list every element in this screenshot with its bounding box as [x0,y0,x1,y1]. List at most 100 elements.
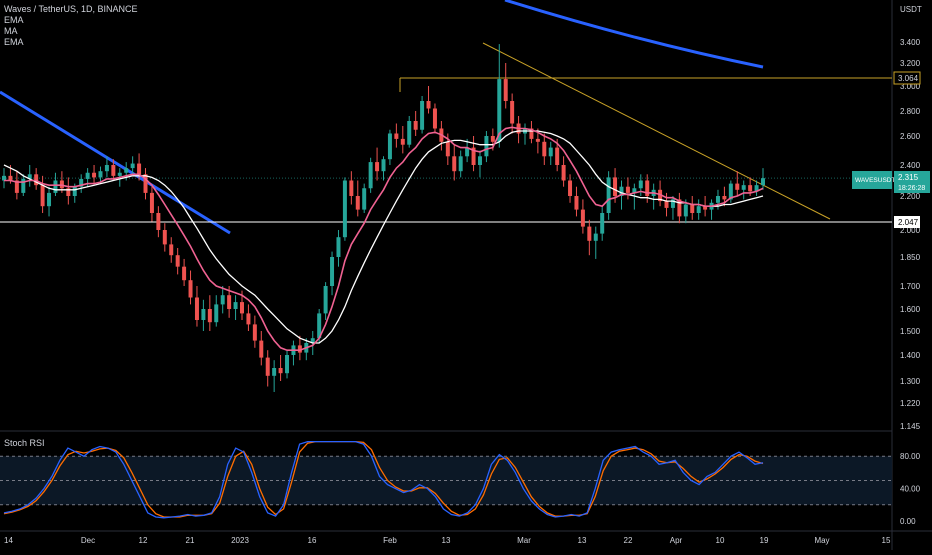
candle-body [658,189,663,202]
candle-body [342,180,347,238]
price-tick-label: 1.600 [900,305,921,314]
time-tick-label: May [814,536,829,545]
candle-body [259,340,264,358]
price-tick-label: 1.145 [900,422,921,431]
candle-body [748,185,753,192]
candle-body [574,196,579,210]
candle-body [452,156,457,172]
candle-body [323,286,328,314]
candle-body [2,175,6,181]
indicator-ma[interactable]: MA [4,26,18,36]
price-tick-label: 2.800 [900,107,921,116]
candle-body [47,192,52,207]
price-tick-label: 1.300 [900,377,921,386]
stoch-rsi-title[interactable]: Stoch RSI [4,438,45,448]
candle-body [587,226,592,241]
support-price-tag [894,216,920,229]
time-tick-label: Mar [517,536,531,545]
candle-body [104,165,109,172]
candle-body [169,244,174,256]
ema-line [4,126,764,352]
chart-legend: Waves / TetherUS, 1D, BINANCE EMA MA EMA [4,4,138,48]
resistance-price-label: 3.064 [898,74,919,83]
candle-body [182,266,187,281]
candle-body [580,209,585,227]
candle-body [497,79,502,142]
time-tick-label: 10 [716,536,725,545]
symbol-tag-price: 2.315 [898,173,919,182]
candle-body [297,345,302,353]
time-tick-label: 19 [760,536,769,545]
price-tick-label: 2.200 [900,192,921,201]
price-tick-label: 1.700 [900,282,921,291]
time-tick-label: Apr [670,536,683,545]
time-tick-label: Feb [383,536,397,545]
candle-body [14,180,19,193]
time-tick-label: 14 [4,536,13,545]
candle-body [368,162,373,189]
symbol-title: Waves / TetherUS, 1D, BINANCE [4,4,138,14]
rsi-tick-label: 0.00 [900,517,916,526]
candle-body [555,147,560,165]
candle-body [741,185,746,190]
candle-body [381,159,386,172]
candle-body [510,101,515,124]
candle-body [471,147,476,165]
candle-body [400,138,405,145]
candle-body [246,313,251,325]
price-tick-label: 3.000 [900,82,921,91]
candle-body [59,180,64,189]
candle-body [535,138,540,142]
candle-body [754,185,759,192]
candle-body [568,180,573,196]
candle-body [645,180,650,196]
candle-body [670,199,675,208]
candle-body [336,237,341,257]
candle-body [272,368,277,376]
candle-body [407,121,412,145]
candle-body [285,355,290,374]
resistance-price-tag [893,71,921,85]
candle-body [8,175,13,181]
candle-body [690,204,695,213]
price-tick-label: 1.400 [900,351,921,360]
candle-body [394,133,399,139]
trendline-blue-left [0,90,231,235]
candle-body [387,133,392,160]
candle-body [66,188,71,196]
price-tick-label: 1.850 [900,253,921,262]
stoch-rsi-d-line [3,440,764,518]
candle-body [728,183,733,200]
symbol-tag-name-bg [852,171,892,189]
candle-body [233,302,238,309]
candle-body [613,177,618,196]
time-tick-label: 2023 [231,536,249,545]
candle-body [722,196,727,200]
candle-body [85,172,90,179]
candle-body [156,213,161,230]
time-tick-label: 15 [882,536,891,545]
candle-body [735,183,740,190]
indicator-ema[interactable]: EMA [4,15,24,25]
price-tick-label: 1.500 [900,327,921,336]
candle-body [375,162,380,172]
candle-body [606,177,611,213]
candle-body [220,295,225,305]
indicator-ema-2[interactable]: EMA [4,37,24,47]
candle-body [239,302,244,314]
candle-body [92,172,97,178]
price-tick-label: 3.200 [900,59,921,68]
candle-body [310,338,315,343]
price-tick-label: 3.400 [900,38,921,47]
candle-body [117,172,122,176]
candle-body [632,188,637,193]
candle-body [542,141,547,157]
time-tick-label: 13 [442,536,451,545]
candle-body [664,201,669,208]
candle-body [600,213,605,234]
candle-body [529,128,534,139]
ma-line [3,130,764,344]
support-price-label: 2.047 [898,218,919,227]
